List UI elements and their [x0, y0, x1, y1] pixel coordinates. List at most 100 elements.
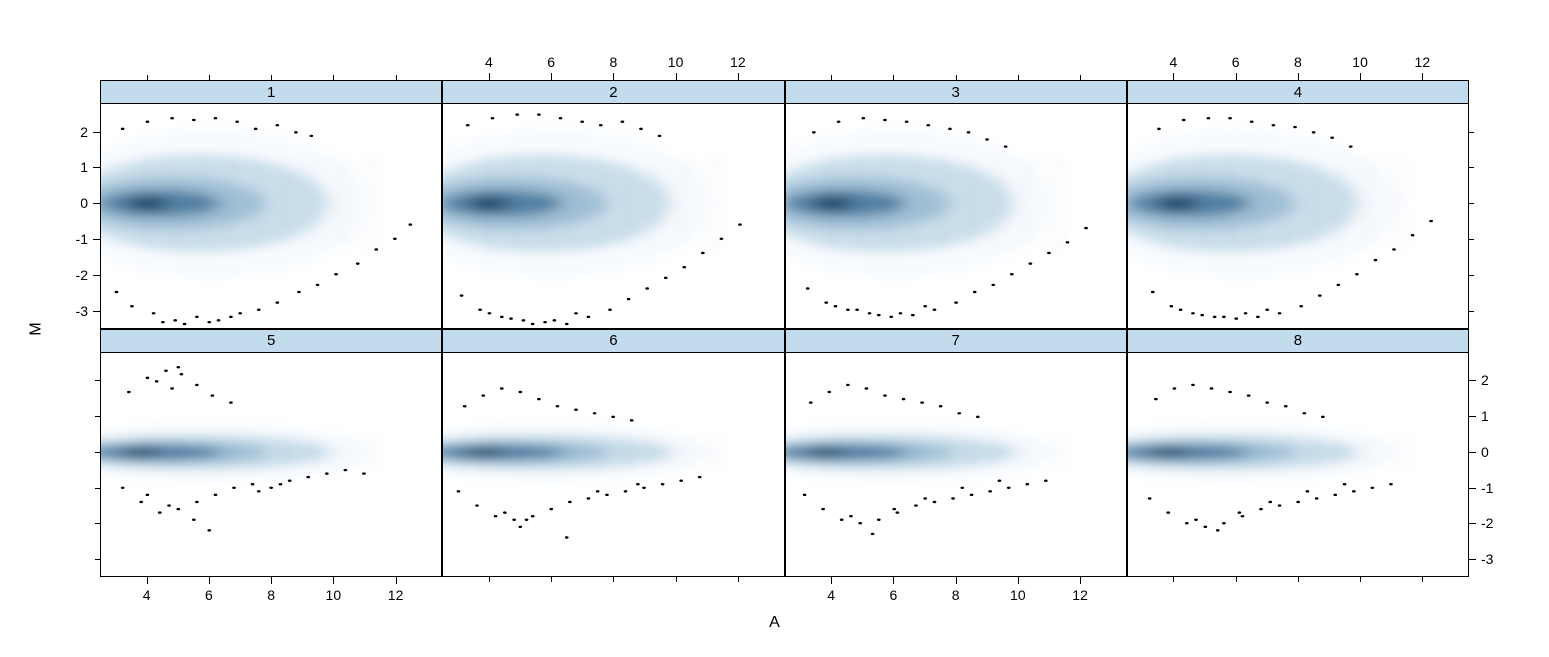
y-axis-label: M [28, 322, 46, 335]
tick-mark [1469, 239, 1474, 240]
tick-mark [95, 488, 100, 489]
panel-strip-label: 5 [101, 330, 441, 353]
tick-mark [93, 132, 100, 133]
tick-label: 6 [205, 587, 213, 603]
tick-mark [893, 75, 894, 80]
panel-strip-label: 8 [1128, 330, 1468, 353]
tick-label: 8 [952, 587, 960, 603]
panel-4: 4 [1127, 80, 1469, 329]
tick-label: 10 [668, 54, 684, 70]
tick-mark [95, 523, 100, 524]
tick-mark [1173, 577, 1174, 582]
tick-mark [1360, 577, 1361, 582]
tick-mark [396, 577, 397, 584]
tick-mark [551, 73, 552, 80]
panel-plot-region [1128, 104, 1468, 328]
tick-mark [1298, 577, 1299, 582]
tick-label: 4 [485, 54, 493, 70]
tick-mark [1236, 73, 1237, 80]
tick-mark [333, 75, 334, 80]
tick-mark [1018, 577, 1019, 584]
tick-mark [1469, 275, 1474, 276]
tick-mark [93, 311, 100, 312]
tick-label: 12 [1415, 54, 1431, 70]
tick-mark [831, 577, 832, 584]
panel-5: 5 [100, 329, 442, 578]
tick-label: 10 [326, 587, 342, 603]
panel-plot-region [101, 104, 441, 328]
tick-mark [209, 577, 210, 584]
tick-label: 8 [609, 54, 617, 70]
tick-mark [1469, 488, 1476, 489]
tick-mark [271, 577, 272, 584]
x-axis-label: A [769, 614, 780, 632]
tick-mark [1469, 203, 1474, 204]
tick-mark [489, 73, 490, 80]
tick-mark [738, 577, 739, 582]
tick-mark [1469, 523, 1476, 524]
panel-strip-label: 6 [443, 330, 783, 353]
tick-mark [1422, 73, 1423, 80]
tick-mark [956, 577, 957, 584]
tick-label: 4 [1170, 54, 1178, 70]
panel-grid: 12345678 [100, 80, 1469, 577]
tick-mark [95, 452, 100, 453]
panel-plot-region [443, 104, 783, 328]
tick-mark [1469, 452, 1476, 453]
tick-label: -1 [1481, 480, 1493, 496]
tick-mark [676, 577, 677, 582]
tick-label: 0 [80, 195, 88, 211]
tick-label: 10 [1010, 587, 1026, 603]
panel-plot-region [443, 353, 783, 577]
tick-mark [893, 577, 894, 584]
tick-label: 12 [1072, 587, 1088, 603]
tick-mark [209, 75, 210, 80]
panel-plot-region [786, 353, 1126, 577]
tick-mark [1173, 73, 1174, 80]
panel-strip-label: 4 [1128, 81, 1468, 104]
tick-label: -3 [76, 303, 88, 319]
tick-label: 2 [80, 124, 88, 140]
panel-plot-region [1128, 353, 1468, 577]
tick-mark [95, 559, 100, 560]
tick-label: 4 [827, 587, 835, 603]
tick-label: -3 [1481, 551, 1493, 567]
tick-mark [1236, 577, 1237, 582]
tick-mark [93, 167, 100, 168]
tick-mark [95, 380, 100, 381]
panel-7: 7 [785, 329, 1127, 578]
tick-label: 12 [388, 587, 404, 603]
tick-mark [956, 75, 957, 80]
tick-mark [1422, 577, 1423, 582]
tick-mark [489, 577, 490, 582]
tick-label: 8 [1294, 54, 1302, 70]
tick-label: 6 [547, 54, 555, 70]
tick-label: 2 [1481, 372, 1489, 388]
panel-6: 6 [442, 329, 784, 578]
tick-mark [396, 75, 397, 80]
panel-plot-region [101, 353, 441, 577]
panel-strip-label: 7 [786, 330, 1126, 353]
panel-strip-label: 2 [443, 81, 783, 104]
tick-label: 6 [1232, 54, 1240, 70]
tick-mark [333, 577, 334, 584]
tick-mark [147, 75, 148, 80]
panel-3: 3 [785, 80, 1127, 329]
tick-label: 1 [80, 159, 88, 175]
tick-label: -2 [76, 267, 88, 283]
tick-mark [1080, 577, 1081, 584]
tick-mark [95, 416, 100, 417]
panel-2: 2 [442, 80, 784, 329]
tick-mark [1080, 75, 1081, 80]
tick-mark [1469, 132, 1474, 133]
tick-mark [613, 73, 614, 80]
tick-mark [1469, 380, 1476, 381]
tick-label: 4 [143, 587, 151, 603]
tick-label: 10 [1352, 54, 1368, 70]
tick-mark [1018, 75, 1019, 80]
tick-mark [93, 203, 100, 204]
tick-label: 0 [1481, 444, 1489, 460]
tick-mark [271, 75, 272, 80]
tick-mark [831, 75, 832, 80]
tick-mark [738, 73, 739, 80]
